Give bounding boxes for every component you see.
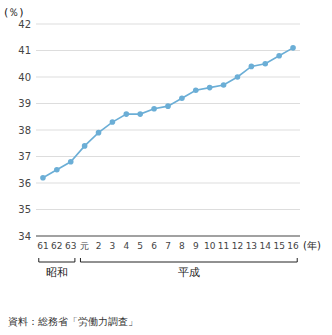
y-tick-label: 36 (18, 178, 31, 189)
x-tick-label: 63 (65, 241, 76, 251)
x-tick-label: 12 (232, 241, 243, 251)
x-tick-label: 61 (37, 241, 48, 251)
x-tick-label: 62 (51, 241, 62, 251)
point (54, 167, 60, 173)
y-tick-label: 39 (18, 98, 31, 109)
point (249, 64, 255, 70)
chart: 343536373839404142616263元234567891011121… (0, 0, 332, 335)
point (110, 119, 116, 125)
x-axis (36, 236, 300, 237)
y-tick-label: 37 (18, 151, 31, 162)
y-tick-label: 38 (18, 125, 31, 136)
era-label: 昭和 (46, 266, 68, 279)
x-tick-label: 15 (273, 241, 284, 251)
line (43, 48, 293, 178)
y-tick-label: 42 (18, 19, 31, 30)
x-axis-label: (年) (303, 240, 321, 251)
source-label: 資料：総務省「労働力調査」 (8, 316, 138, 327)
x-tick-label: 14 (260, 241, 272, 251)
x-tick-label: 元 (80, 241, 89, 251)
y-tick-label: 35 (18, 204, 31, 215)
x-tick-label: 16 (287, 241, 299, 251)
y-axis-label: (％) (4, 6, 24, 19)
grid-line (36, 50, 300, 51)
x-tick-label: 2 (96, 241, 102, 251)
grid-line (36, 24, 300, 25)
x-tick-label: 10 (204, 241, 216, 251)
x-tick-label: 13 (246, 241, 257, 251)
point (124, 111, 130, 117)
x-tick-label: 9 (193, 241, 199, 251)
x-tick-label: 4 (123, 241, 129, 251)
point (165, 103, 171, 109)
point (221, 82, 227, 88)
point (137, 111, 143, 117)
x-tick-label: 5 (137, 241, 143, 251)
point (82, 143, 88, 149)
grid-line (36, 130, 300, 131)
point (151, 106, 157, 112)
point (207, 85, 213, 91)
y-tick-label: 41 (18, 45, 31, 56)
point (276, 53, 282, 59)
point (96, 130, 102, 136)
series (40, 45, 296, 180)
point (262, 61, 268, 67)
x-tick-label: 8 (179, 241, 185, 251)
grid-line (36, 77, 300, 78)
grid-line (36, 183, 300, 184)
point (40, 175, 46, 181)
point (179, 95, 185, 101)
era-bracket (80, 258, 297, 262)
era-label: 平成 (178, 266, 200, 279)
x-tick-label: 3 (110, 241, 116, 251)
x-tick-label: 6 (151, 241, 157, 251)
grid-line (36, 236, 300, 237)
point (235, 74, 241, 80)
grid-line (36, 209, 300, 210)
y-tick-label: 40 (18, 72, 31, 83)
era-bracket (39, 258, 75, 262)
x-tick-label: 11 (218, 241, 229, 251)
x-tick-label: 7 (165, 241, 171, 251)
point (68, 159, 74, 165)
y-tick-label: 34 (18, 231, 31, 242)
point (193, 87, 199, 93)
point (290, 45, 296, 51)
grid (36, 24, 300, 236)
